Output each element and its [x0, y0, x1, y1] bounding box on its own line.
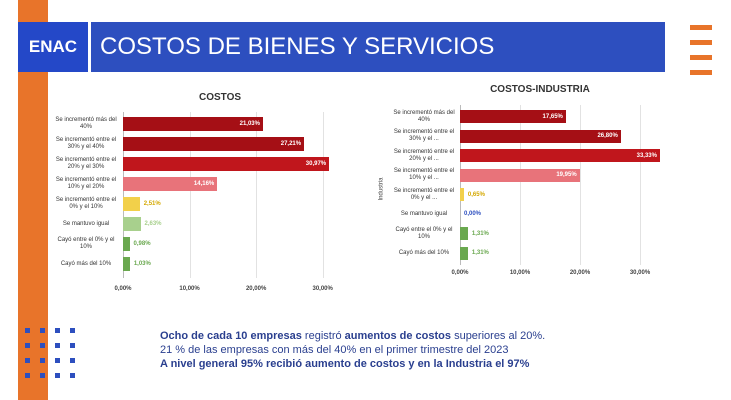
- category-label: Se incrementó entre el 30% y el ...: [393, 129, 455, 142]
- bar: [123, 237, 130, 251]
- y-axis-label: Industria: [378, 177, 385, 201]
- value-label: 21,03%: [239, 121, 260, 127]
- title-bar: [18, 22, 665, 72]
- category-label: Se mantuvo igual: [400, 210, 448, 217]
- category-label: Cayó más del 10%: [60, 260, 112, 267]
- x-tick-label: 30,00%: [312, 286, 333, 292]
- x-tick-label: 30,00%: [629, 270, 651, 276]
- footer-segment: registró: [301, 330, 345, 342]
- category-label: Se incrementó entre el 30% y el 40%: [55, 137, 117, 150]
- logo: ENAC: [18, 22, 91, 72]
- deco-dot: [55, 373, 60, 378]
- grid-line: [256, 112, 258, 278]
- footer-line: 21 % de las empresas con más del 40% en …: [160, 344, 509, 356]
- bar: [460, 110, 566, 123]
- category-label: Se incrementó entre el 20% y el 30%: [55, 157, 117, 170]
- x-tick-label: 0,00%: [451, 270, 469, 276]
- axis-line: [460, 105, 461, 265]
- footer-segment: aumentos de costos: [344, 330, 452, 342]
- bar: [123, 217, 141, 231]
- bar: [123, 197, 140, 211]
- x-tick-label: 10,00%: [179, 286, 200, 292]
- grid-line: [580, 105, 581, 265]
- deco-dot: [40, 373, 45, 378]
- value-label: 0,98%: [133, 241, 151, 247]
- bar: [123, 177, 218, 191]
- grid-line: [322, 112, 324, 278]
- bar: [460, 129, 621, 143]
- bar: [460, 227, 468, 240]
- deco-dot: [70, 358, 75, 363]
- x-tick-label: 20,00%: [569, 270, 591, 276]
- bar: [460, 149, 660, 162]
- chart-title: COSTOS: [198, 92, 242, 103]
- deco-dot: [55, 343, 60, 348]
- category-label: Se incrementó más del 40%: [55, 117, 117, 130]
- category-label: Cayó más del 10%: [398, 249, 450, 256]
- value-label: 2,51%: [143, 201, 161, 207]
- category-label: Cayó entre el 0% y el 10%: [395, 226, 453, 240]
- value-label: 19,95%: [556, 172, 577, 178]
- deco-dot: [70, 373, 75, 378]
- axis-line: [123, 112, 124, 278]
- category-label: Se incrementó más del 40%: [393, 109, 455, 123]
- value-label: 27,21%: [280, 141, 302, 147]
- category-label: Se incrementó entre el 0% y el 10%: [55, 197, 117, 210]
- deco-dot: [70, 328, 75, 333]
- bar: [123, 117, 263, 131]
- deco-dot: [40, 328, 45, 333]
- chart-title: COSTOS-INDUSTRIA: [490, 84, 590, 95]
- grid-line: [189, 112, 191, 278]
- bar: [460, 168, 580, 182]
- deco-dash: [690, 40, 712, 45]
- value-label: 1,31%: [471, 250, 489, 256]
- value-label: 0,65%: [467, 191, 485, 198]
- category-label: Cayó entre el 0% y el 10%: [57, 237, 115, 250]
- grid-line: [520, 105, 521, 265]
- deco-dot: [40, 343, 45, 348]
- footer-line: Ocho de cada 10 empresas registró aument…: [160, 330, 620, 343]
- bar: [123, 257, 130, 271]
- value-label: 33,33%: [636, 152, 657, 159]
- deco-dot: [70, 343, 75, 348]
- category-label: Se incrementó entre el 10% y el ...: [393, 168, 455, 181]
- deco-dot: [25, 373, 30, 378]
- category-label: Se incrementó entre el 0% y el ...: [393, 187, 455, 201]
- value-label: 1,31%: [471, 230, 489, 237]
- deco-dash: [690, 25, 712, 30]
- footer-segment: Ocho de cada 10 empresas: [160, 330, 302, 342]
- x-tick-label: 10,00%: [509, 270, 531, 276]
- deco-dash: [690, 70, 712, 75]
- value-label: 0,00%: [464, 211, 482, 217]
- category-label: Se incrementó entre el 10% y el 20%: [55, 177, 117, 190]
- x-tick-label: 0,00%: [114, 286, 132, 292]
- deco-dot: [25, 358, 30, 363]
- deco-dot: [25, 328, 30, 333]
- category-label: Se mantuvo igual: [62, 220, 110, 227]
- deco-dot: [25, 343, 30, 348]
- deco-dot: [40, 358, 45, 363]
- bar: [460, 188, 464, 201]
- value-label: 1,03%: [133, 261, 151, 267]
- bar: [123, 137, 305, 151]
- bar: [123, 157, 330, 171]
- grid-line: [640, 105, 641, 265]
- value-label: 30,97%: [305, 161, 327, 167]
- value-label: 2,63%: [144, 221, 162, 227]
- bar: [460, 246, 468, 260]
- x-tick-label: 20,00%: [245, 286, 267, 292]
- value-label: 26,80%: [597, 133, 618, 139]
- footer-line: A nivel general 95% recibió aumento de c…: [160, 358, 530, 370]
- category-label: Se incrementó entre el 20% y el ...: [393, 148, 455, 162]
- value-label: 17,65%: [542, 113, 563, 120]
- deco-dot: [55, 358, 60, 363]
- footer-segment: superiores al 20%.: [451, 330, 546, 342]
- value-label: 14,16%: [193, 181, 215, 187]
- deco-dash: [690, 55, 712, 60]
- deco-dot: [55, 328, 60, 333]
- title: COSTOS DE BIENES Y SERVICIOS: [100, 33, 495, 60]
